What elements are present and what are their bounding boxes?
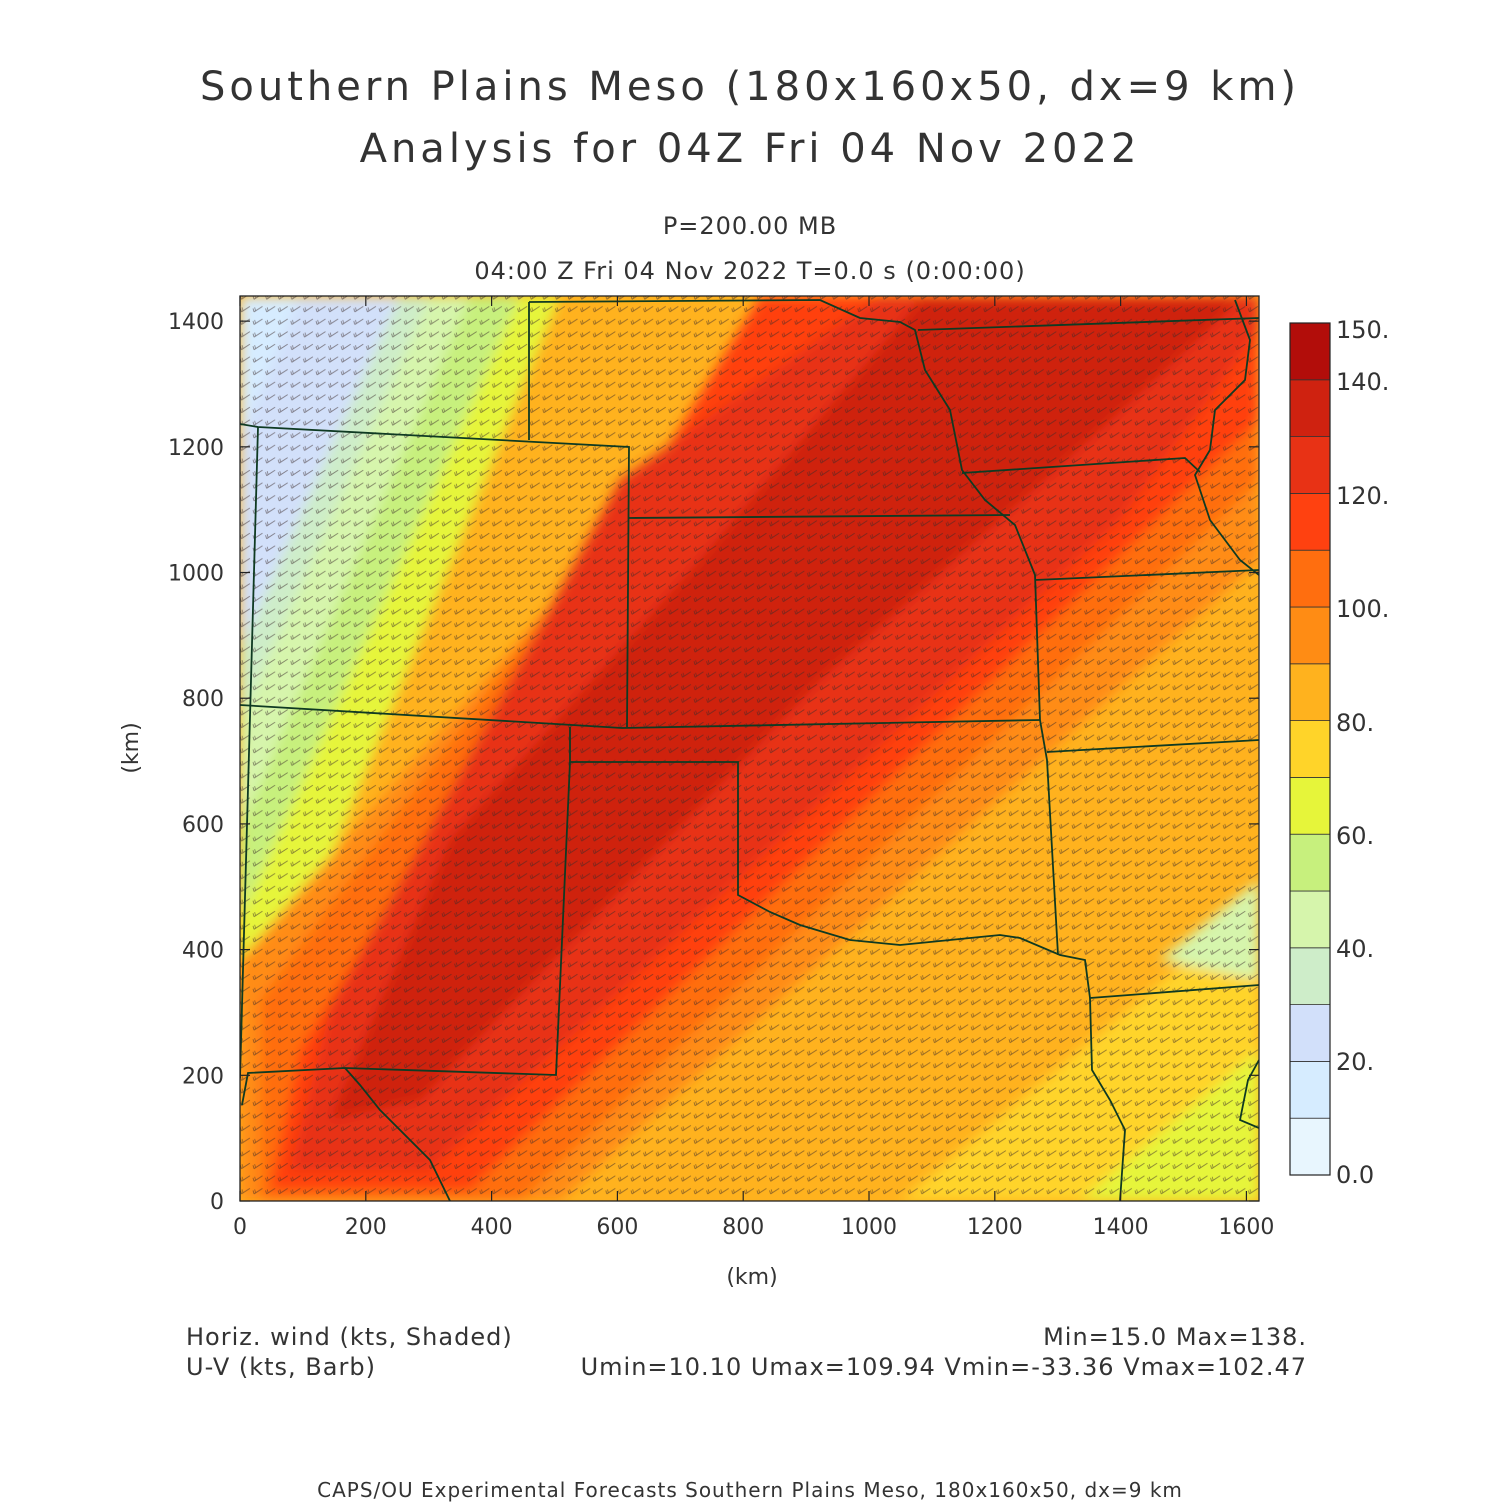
colorbar-swatch: [1289, 1061, 1331, 1119]
state-boundaries: [240, 299, 1259, 1201]
y-axis: 0 200 400 600 800 1000 1200 1400: [168, 310, 1259, 1215]
map-title-line1: Southern Plains Meso (180x160x50, dx=9 k…: [199, 64, 1301, 110]
colorbar-swatch: [1289, 720, 1331, 778]
colorbar-swatch: [1289, 436, 1331, 494]
colorbar-label: 0.0: [1336, 1161, 1374, 1189]
colorbar-swatch: [1289, 549, 1331, 608]
colorbar-label: 120.: [1336, 482, 1389, 510]
y-tick-label: 1200: [168, 436, 224, 461]
y-axis-label: (km): [119, 722, 144, 773]
colorbar-swatch: [1289, 777, 1331, 835]
map-title-line2: Analysis for 04Z Fri 04 Nov 2022: [359, 126, 1141, 172]
colorbar-swatch: [1289, 606, 1331, 665]
y-tick-label: 800: [182, 687, 224, 712]
y-tick-label: 1400: [168, 310, 224, 335]
colorbar-swatch: [1289, 379, 1331, 437]
footer-barb-field: U-V (kts, Barb): [186, 1353, 376, 1381]
colorbar-swatch: [1289, 833, 1331, 892]
colorbar-label: 140.: [1336, 368, 1389, 396]
x-axis-label: (km): [726, 1265, 777, 1290]
colorbar-label: 60.: [1336, 822, 1374, 850]
y-tick-label: 200: [182, 1064, 224, 1089]
x-tick-label: 1000: [841, 1215, 897, 1240]
colorbar-swatch: [1289, 947, 1331, 1005]
colorbar-swatch: [1289, 322, 1331, 381]
colorbar: 0.0 20. 40. 60. 80. 100. 120. 140. 150.: [1289, 316, 1389, 1189]
colorbar-swatch: [1289, 1004, 1331, 1062]
x-tick-label: 200: [345, 1215, 387, 1240]
pressure-level: P=200.00 MB: [662, 212, 838, 240]
x-tick-label: 1200: [967, 1215, 1023, 1240]
footer-credit: CAPS/OU Experimental Forecasts Southern …: [317, 1478, 1183, 1502]
colorbar-swatch: [1289, 1117, 1331, 1176]
colorbar-swatch: [1289, 663, 1331, 721]
y-tick-label: 600: [182, 813, 224, 838]
footer-shaded-field: Horiz. wind (kts, Shaded): [186, 1323, 513, 1351]
colorbar-label: 20.: [1336, 1048, 1374, 1076]
footer-min-max: Min=15.0 Max=138.: [1043, 1323, 1307, 1351]
wind-barbs: [240, 296, 1259, 1201]
x-tick-label: 800: [722, 1215, 764, 1240]
colorbar-label: 40.: [1336, 935, 1374, 963]
footer-uv-min-max: Umin=10.10 Umax=109.94 Vmin=-33.36 Vmax=…: [580, 1353, 1307, 1381]
colorbar-swatch: [1289, 492, 1331, 551]
x-tick-label: 600: [596, 1215, 638, 1240]
x-tick-label: 400: [471, 1215, 513, 1240]
plot-frame: [239, 295, 1260, 1202]
x-tick-label: 1400: [1093, 1215, 1149, 1240]
x-tick-label: 0: [233, 1215, 247, 1240]
colorbar-label: 100.: [1336, 595, 1389, 623]
x-axis: 0 200 400 600 800 1000 1200 1400 1600: [233, 296, 1274, 1240]
y-tick-label: 0: [210, 1190, 224, 1215]
colorbar-swatch: [1289, 890, 1331, 949]
x-tick-label: 1600: [1218, 1215, 1274, 1240]
y-tick-label: 1000: [168, 562, 224, 587]
colorbar-label: 150.: [1336, 316, 1389, 344]
colorbar-frame: [1289, 322, 1331, 1176]
valid-time: 04:00 Z Fri 04 Nov 2022 T=0.0 s (0:00:00…: [474, 257, 1026, 285]
y-tick-label: 400: [182, 939, 224, 964]
colorbar-label: 80.: [1336, 709, 1374, 737]
